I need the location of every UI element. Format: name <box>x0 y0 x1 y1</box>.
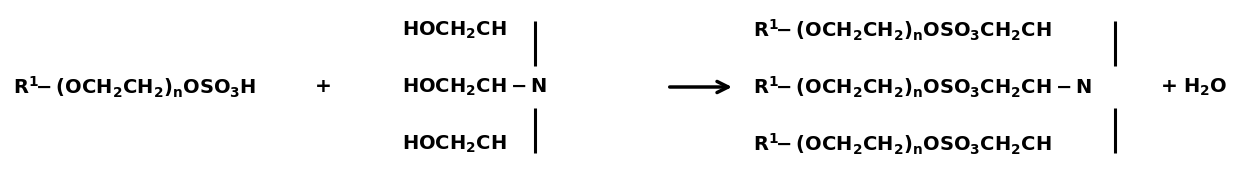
Text: $\mathbf{R^1\!\!-(OCH_2CH_2)_nOSO_3H}$: $\mathbf{R^1\!\!-(OCH_2CH_2)_nOSO_3H}$ <box>14 74 256 100</box>
Text: $\mathbf{R^1\!\!-(OCH_2CH_2)_nOSO_3CH_2CH}$: $\mathbf{R^1\!\!-(OCH_2CH_2)_nOSO_3CH_2C… <box>753 131 1052 157</box>
Text: +: + <box>315 77 332 97</box>
Text: $\mathbf{HOCH_2CH}$: $\mathbf{HOCH_2CH}$ <box>401 133 507 155</box>
Text: $\mathbf{HOCH_2CH-N}$: $\mathbf{HOCH_2CH-N}$ <box>401 76 546 98</box>
Text: $\mathbf{H_2O}$: $\mathbf{H_2O}$ <box>1183 76 1227 98</box>
Text: $\mathbf{R^1\!\!-(OCH_2CH_2)_nOSO_3CH_2CH}$: $\mathbf{R^1\!\!-(OCH_2CH_2)_nOSO_3CH_2C… <box>753 17 1052 43</box>
Text: $\mathbf{R^1\!\!-(OCH_2CH_2)_nOSO_3CH_2CH-N}$: $\mathbf{R^1\!\!-(OCH_2CH_2)_nOSO_3CH_2C… <box>753 74 1092 100</box>
Text: +: + <box>1161 77 1177 97</box>
Text: $\mathbf{HOCH_2CH}$: $\mathbf{HOCH_2CH}$ <box>401 19 507 41</box>
